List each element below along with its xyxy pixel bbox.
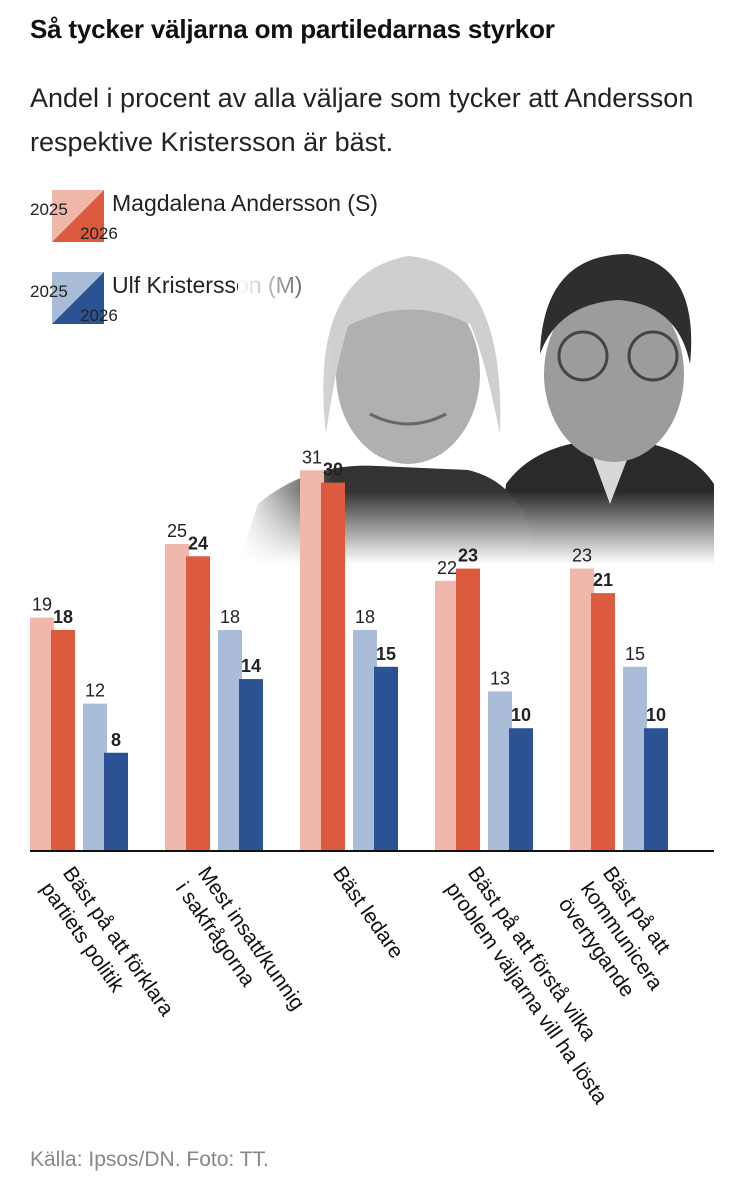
legend-swatch-kristersson-2026 xyxy=(52,272,104,324)
bar-kristersson-2025 xyxy=(623,666,647,851)
bar-andersson-2026 xyxy=(186,556,210,851)
data-label-kristersson-2026: 10 xyxy=(511,705,531,725)
bar-andersson-2026 xyxy=(591,593,615,851)
data-label-andersson-2026: 23 xyxy=(458,546,478,566)
data-label-andersson-2025: 23 xyxy=(572,546,592,566)
legend-year-2026: 2026 xyxy=(80,224,118,243)
data-label-kristersson-2025: 12 xyxy=(85,681,105,701)
bar-kristersson-2026 xyxy=(644,728,668,851)
legend-year-2025: 2025 xyxy=(30,200,68,219)
legend-swatch-kristersson xyxy=(52,272,104,324)
legend-year-2025: 2025 xyxy=(30,282,68,301)
data-label-andersson-2025: 22 xyxy=(437,558,457,578)
bar-kristersson-2025 xyxy=(488,691,512,851)
legend-swatch-andersson xyxy=(52,190,104,242)
data-label-kristersson-2025: 15 xyxy=(625,644,645,664)
bar-kristersson-2026 xyxy=(104,752,128,851)
data-label-andersson-2026: 30 xyxy=(323,460,343,480)
bar-kristersson-2025 xyxy=(83,703,107,851)
legend-label-andersson: Magdalena Andersson (S) xyxy=(112,190,378,216)
data-label-andersson-2026: 21 xyxy=(593,570,613,590)
data-label-kristersson-2025: 18 xyxy=(220,607,240,627)
data-label-kristersson-2025: 13 xyxy=(490,668,510,688)
bar-andersson-2025 xyxy=(435,580,459,851)
data-label-andersson-2026: 24 xyxy=(188,533,208,553)
bar-kristersson-2026 xyxy=(509,728,533,851)
category-label: Bäst ledare xyxy=(328,863,408,963)
bar-andersson-2025 xyxy=(300,470,324,851)
data-label-andersson-2025: 19 xyxy=(32,595,52,615)
bar-andersson-2026 xyxy=(456,568,480,851)
bar-kristersson-2025 xyxy=(218,629,242,851)
data-label-andersson-2025: 25 xyxy=(167,521,187,541)
chart-subtitle: Andel i procent av alla väljare som tyck… xyxy=(30,83,694,157)
data-label-kristersson-2026: 8 xyxy=(111,730,121,750)
category-label-line: Bäst ledare xyxy=(328,863,408,963)
data-label-andersson-2026: 18 xyxy=(53,607,73,627)
party-leaders-photo xyxy=(238,234,714,564)
bar-andersson-2025 xyxy=(570,568,594,851)
bar-andersson-2025 xyxy=(165,544,189,851)
legend-swatch-andersson-2026 xyxy=(52,190,104,242)
bar-andersson-2026 xyxy=(321,482,345,851)
source-note: Källa: Ipsos/DN. Foto: TT. xyxy=(30,1148,269,1171)
legend-year-2026: 2026 xyxy=(80,306,118,325)
bar-andersson-2025 xyxy=(30,617,54,851)
chart-title: Så tycker väljarna om partiledarnas styr… xyxy=(30,14,555,44)
data-label-kristersson-2026: 15 xyxy=(376,644,396,664)
data-label-andersson-2025: 31 xyxy=(302,447,322,467)
bar-kristersson-2025 xyxy=(353,629,377,851)
data-label-kristersson-2026: 14 xyxy=(241,656,261,676)
data-label-kristersson-2026: 10 xyxy=(646,705,666,725)
bar-andersson-2026 xyxy=(51,629,75,851)
bar-kristersson-2026 xyxy=(239,679,263,851)
bar-kristersson-2026 xyxy=(374,666,398,851)
data-label-kristersson-2025: 18 xyxy=(355,607,375,627)
